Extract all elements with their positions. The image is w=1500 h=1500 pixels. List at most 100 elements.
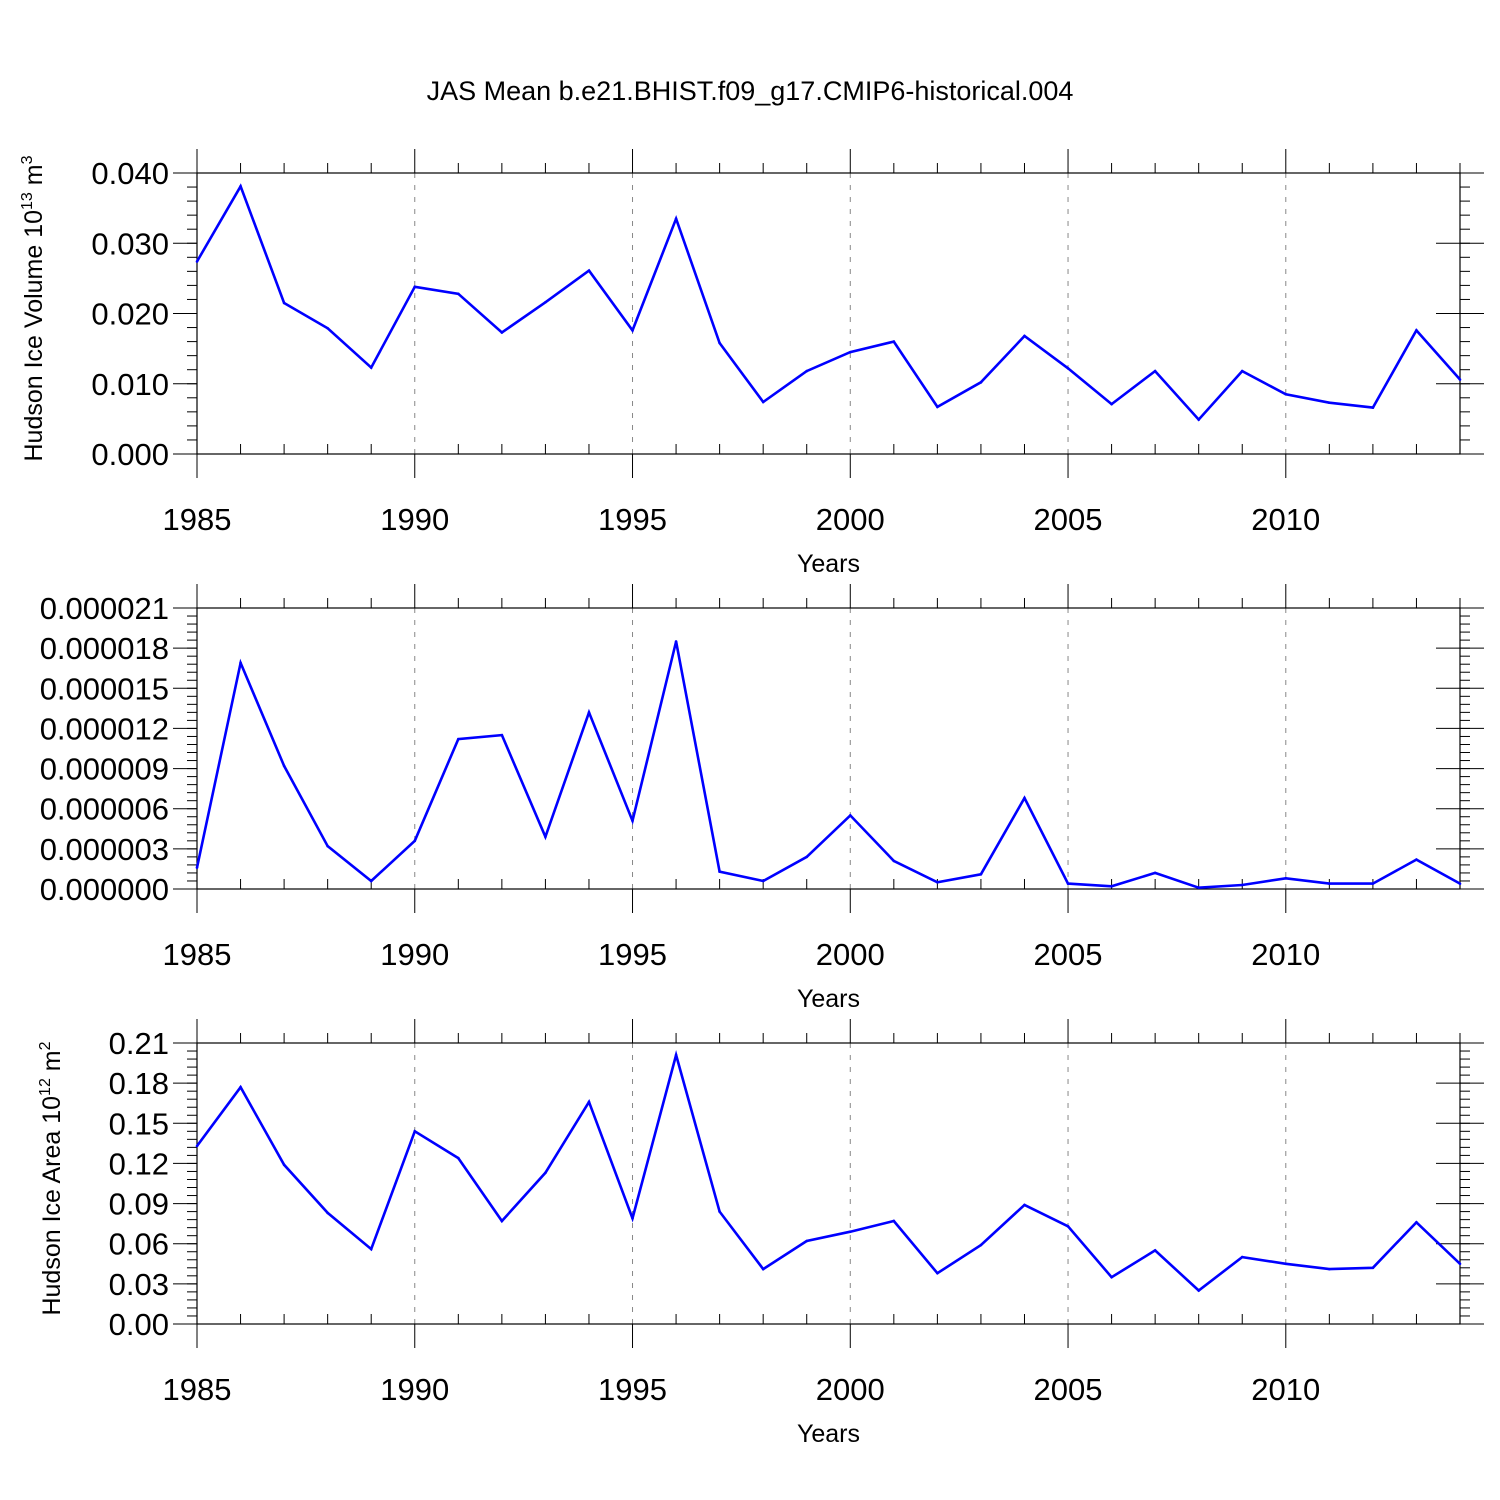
x-tick-label-1995: 1995 bbox=[598, 502, 667, 537]
data-point-2009 bbox=[1240, 1255, 1244, 1259]
data-point-1994 bbox=[587, 1100, 591, 1104]
data-point-2002 bbox=[936, 1271, 939, 1275]
data-point-1992 bbox=[500, 1219, 504, 1223]
data-point-1987 bbox=[282, 301, 286, 305]
y-axis-label-superscript: 2 bbox=[37, 1041, 54, 1050]
plot-frame bbox=[196, 607, 1461, 890]
x-tick-label-1985: 1985 bbox=[163, 502, 232, 537]
y-axis-label: Hudson Ice Volume 1013 m3 bbox=[19, 155, 48, 461]
x-tick-label-1995: 1995 bbox=[598, 937, 667, 972]
data-point-1992 bbox=[500, 733, 504, 737]
x-tick-label-2005: 2005 bbox=[1034, 937, 1103, 972]
chart-title: JAS Mean b.e21.BHIST.f09_g17.CMIP6-histo… bbox=[427, 76, 1074, 106]
y-axis-label-part: Hudson Ice Volume 10 bbox=[20, 210, 48, 462]
x-tick-label-1990: 1990 bbox=[380, 1372, 449, 1407]
y-axis-label: Hudson Ice Area 1012 m2 bbox=[37, 1041, 66, 1315]
data-point-2009 bbox=[1240, 883, 1244, 887]
data-point-1985 bbox=[195, 1144, 199, 1148]
data-point-2010 bbox=[1284, 1262, 1288, 1266]
data-point-1995 bbox=[631, 329, 634, 332]
data-point-1995 bbox=[631, 819, 634, 823]
data-point-2008 bbox=[1197, 418, 1200, 421]
x-tick-label-2000: 2000 bbox=[816, 937, 885, 972]
data-point-2013 bbox=[1415, 1221, 1418, 1224]
data-point-1994 bbox=[587, 711, 591, 714]
y-tick-label: 0.000006 bbox=[40, 792, 169, 827]
data-point-1995 bbox=[631, 1216, 634, 1220]
data-point-2004 bbox=[1023, 334, 1026, 338]
data-point-1999 bbox=[805, 1239, 809, 1243]
x-tick-label-1985: 1985 bbox=[163, 1372, 232, 1407]
x-tick-label-2010: 2010 bbox=[1251, 1372, 1320, 1407]
data-point-2010 bbox=[1284, 392, 1288, 396]
plot-frame bbox=[196, 1042, 1461, 1325]
x-tick-label-2000: 2000 bbox=[816, 1372, 885, 1407]
data-point-1988 bbox=[326, 1211, 329, 1215]
data-point-1993 bbox=[544, 835, 547, 839]
data-point-2001 bbox=[892, 1219, 896, 1223]
data-point-2007 bbox=[1153, 1249, 1157, 1252]
data-point-1985 bbox=[195, 866, 199, 869]
data-point-1994 bbox=[587, 269, 591, 272]
data-point-2014 bbox=[1458, 882, 1462, 885]
y-tick-label: 0.000000 bbox=[40, 872, 169, 907]
x-tick-label-1995: 1995 bbox=[598, 1372, 667, 1407]
data-point-2004 bbox=[1023, 1203, 1026, 1207]
data-point-1991 bbox=[457, 737, 460, 741]
y-tick-label: 0.12 bbox=[109, 1146, 169, 1181]
data-point-1990 bbox=[413, 1130, 417, 1133]
x-tick-label-2005: 2005 bbox=[1034, 1372, 1103, 1407]
data-point-2005 bbox=[1066, 366, 1070, 370]
y-tick-label: 0.000012 bbox=[40, 711, 169, 746]
data-point-2012 bbox=[1371, 406, 1375, 409]
data-point-2005 bbox=[1066, 882, 1070, 885]
data-point-2002 bbox=[936, 405, 939, 409]
data-point-1991 bbox=[457, 292, 460, 296]
data-point-2004 bbox=[1023, 796, 1026, 800]
y-tick-label: 0.010 bbox=[91, 367, 169, 402]
panel-middle: 1985 1990 1995 2000 2005 2010 0.000000 0.000003… bbox=[40, 584, 1484, 1013]
y-axis-label-part: m bbox=[20, 164, 48, 192]
data-point-1999 bbox=[805, 369, 809, 373]
data-point-2011 bbox=[1328, 401, 1331, 405]
data-point-1996 bbox=[674, 640, 678, 643]
data-point-1998 bbox=[761, 1267, 765, 1271]
data-point-1989 bbox=[369, 1247, 373, 1251]
data-point-2000 bbox=[848, 350, 852, 354]
data-point-1986 bbox=[239, 185, 242, 188]
y-axis-label-superscript: 12 bbox=[37, 1078, 54, 1096]
x-tick-label-2000: 2000 bbox=[816, 502, 885, 537]
data-point-2006 bbox=[1110, 1275, 1113, 1279]
data-point-1998 bbox=[761, 400, 765, 404]
data-point-2014 bbox=[1458, 378, 1462, 381]
y-tick-label: 0.21 bbox=[109, 1026, 169, 1061]
panel-ice-volume: 1985 1990 1995 2000 2005 2010 0.000 0.010 0.020 0… bbox=[19, 149, 1484, 578]
data-point-1992 bbox=[500, 331, 504, 334]
data-point-2009 bbox=[1240, 369, 1244, 373]
data-point-1989 bbox=[369, 879, 373, 883]
data-point-2006 bbox=[1110, 885, 1113, 888]
data-point-1990 bbox=[413, 285, 417, 289]
y-tick-label: 0.000009 bbox=[40, 752, 169, 787]
y-tick-label: 0.15 bbox=[109, 1106, 169, 1141]
x-tick-label-2010: 2010 bbox=[1251, 937, 1320, 972]
data-point-1985 bbox=[195, 260, 199, 263]
x-axis-label: Years bbox=[797, 550, 860, 578]
data-point-2000 bbox=[848, 814, 852, 817]
data-point-2014 bbox=[1458, 1262, 1462, 1266]
data-point-1996 bbox=[674, 1053, 678, 1057]
data-point-2006 bbox=[1110, 402, 1113, 406]
data-point-1987 bbox=[282, 764, 286, 768]
x-tick-label-2005: 2005 bbox=[1034, 502, 1103, 537]
data-point-2001 bbox=[892, 859, 896, 863]
data-point-1999 bbox=[805, 855, 809, 859]
plot-frame bbox=[196, 172, 1461, 455]
data-point-1996 bbox=[674, 217, 678, 220]
y-tick-label: 0.000003 bbox=[40, 832, 169, 867]
data-point-2000 bbox=[848, 1230, 852, 1233]
data-point-2013 bbox=[1415, 329, 1418, 332]
y-tick-label: 0.000018 bbox=[40, 631, 169, 666]
data-point-2007 bbox=[1153, 871, 1157, 875]
y-axis-label-superscript: 13 bbox=[19, 192, 36, 210]
